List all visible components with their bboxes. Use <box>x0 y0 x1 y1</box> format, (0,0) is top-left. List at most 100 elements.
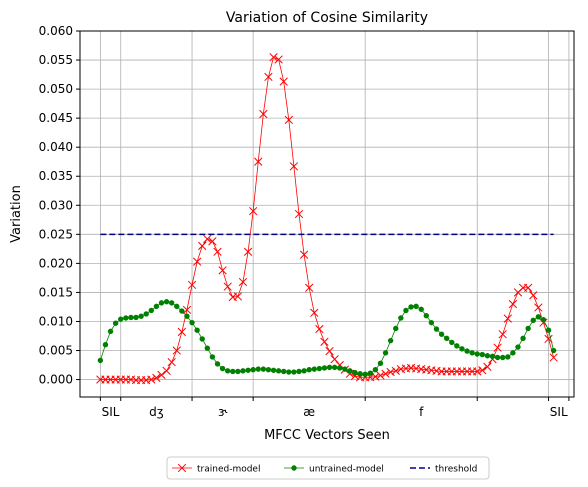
y-tick-label: 0.045 <box>39 111 73 125</box>
untrained-model-point <box>97 357 104 364</box>
untrained-model-point <box>260 366 267 372</box>
untrained-model-point <box>515 344 521 350</box>
trained-model-point <box>187 280 197 290</box>
trained-model-point <box>192 257 202 266</box>
untrained-model-point <box>326 364 333 371</box>
untrained-model-point <box>128 314 134 321</box>
untrained-model-point <box>337 365 343 371</box>
untrained-model-point <box>291 369 297 375</box>
untrained-model-point <box>174 303 180 310</box>
untrained-model-point <box>510 350 516 356</box>
untrained-model-point <box>464 348 470 354</box>
legend-item-threshold: threshold <box>410 465 477 475</box>
untrained-model-point <box>133 314 139 321</box>
untrained-model-point <box>459 346 465 352</box>
untrained-model-point <box>281 368 287 375</box>
trained-model-point <box>315 324 324 334</box>
trained-model-point <box>223 282 232 291</box>
legend-item-trained-model: trained-model <box>172 463 260 475</box>
y-tick-label: 0.015 <box>39 285 73 299</box>
trained-model-point <box>330 355 339 364</box>
trained-model-point <box>208 237 217 246</box>
legend-label: threshold <box>435 465 477 475</box>
untrained-model-point <box>398 315 404 321</box>
untrained-model-point <box>469 350 475 356</box>
y-tick-label: 0.050 <box>39 82 73 96</box>
untrained-model-point <box>179 308 185 314</box>
untrained-model-point <box>301 368 307 374</box>
untrained-model-point <box>118 316 124 322</box>
x-tick-label: dʒ <box>149 405 164 419</box>
untrained-model-point <box>413 303 419 310</box>
untrained-model-point <box>418 306 424 312</box>
trained-model-line <box>100 56 555 381</box>
legend-marker <box>291 465 297 471</box>
y-tick-label: 0.040 <box>39 140 73 154</box>
untrained-model-point <box>367 370 373 376</box>
trained-model-point <box>534 303 543 312</box>
untrained-model-point <box>382 350 389 356</box>
untrained-model-point <box>143 311 149 317</box>
x-tick-label: f <box>419 405 424 419</box>
untrained-model-point <box>550 347 557 354</box>
untrained-model-point <box>230 368 236 375</box>
trained-model-point <box>381 369 390 378</box>
untrained-model-point <box>357 371 363 377</box>
x-tick-label: SIL <box>550 405 568 419</box>
untrained-model-point <box>520 335 526 342</box>
untrained-model-point <box>270 367 277 373</box>
trained-model-point <box>284 115 293 125</box>
untrained-model-point <box>245 367 251 373</box>
y-tick-label: 0.000 <box>39 373 73 387</box>
untrained-model-point <box>138 313 144 319</box>
untrained-model-point <box>500 354 506 361</box>
trained-model-point <box>218 266 227 275</box>
trained-model-point <box>269 52 278 62</box>
trained-model-point <box>498 330 507 339</box>
y-tick-label: 0.030 <box>39 198 73 212</box>
trained-model-point <box>529 291 538 300</box>
trained-model-point <box>147 375 156 384</box>
plot-frame <box>79 30 575 398</box>
y-tick-label: 0.055 <box>39 53 73 67</box>
untrained-model-point <box>240 368 246 374</box>
trained-model-point <box>238 277 248 287</box>
y-axis-label: Variation <box>9 185 24 243</box>
untrained-model-point <box>423 312 430 319</box>
trained-model-point <box>294 209 304 219</box>
untrained-model-point <box>347 368 353 374</box>
legend-label: trained-model <box>197 465 260 475</box>
legend-item-untrained-model: untrained-model <box>284 465 384 475</box>
trained-model-point <box>371 372 380 381</box>
trained-model-point <box>299 250 309 259</box>
untrained-model-point <box>377 360 384 367</box>
untrained-model-point <box>214 361 221 367</box>
trained-model-point <box>198 241 207 251</box>
untrained-model-point <box>545 327 552 333</box>
untrained-model-point <box>112 320 119 326</box>
x-axis: SIL dʒ ɝ æ f SIL <box>99 397 570 419</box>
legend-box <box>166 456 490 480</box>
untrained-model-point <box>535 314 542 320</box>
untrained-model-series <box>97 299 557 378</box>
x-tick-label: ɝ <box>218 405 228 419</box>
untrained-model-point <box>449 339 455 346</box>
untrained-model-point <box>408 304 414 310</box>
legend-marker <box>177 463 187 473</box>
trained-model-point <box>162 366 171 376</box>
untrained-model-point <box>352 369 358 376</box>
untrained-model-point <box>479 351 486 358</box>
untrained-model-point <box>194 327 200 333</box>
untrained-model-point <box>372 366 379 373</box>
untrained-model-point <box>443 335 450 342</box>
trained-model-point <box>524 283 533 292</box>
untrained-model-point <box>484 353 491 359</box>
untrained-model-point <box>438 331 445 337</box>
trained-model-point <box>203 234 212 244</box>
untrained-model-point <box>204 345 211 351</box>
untrained-model-point <box>275 368 282 374</box>
trained-model-point <box>478 366 487 375</box>
untrained-model-point <box>250 366 256 373</box>
trained-model-point <box>152 373 161 382</box>
